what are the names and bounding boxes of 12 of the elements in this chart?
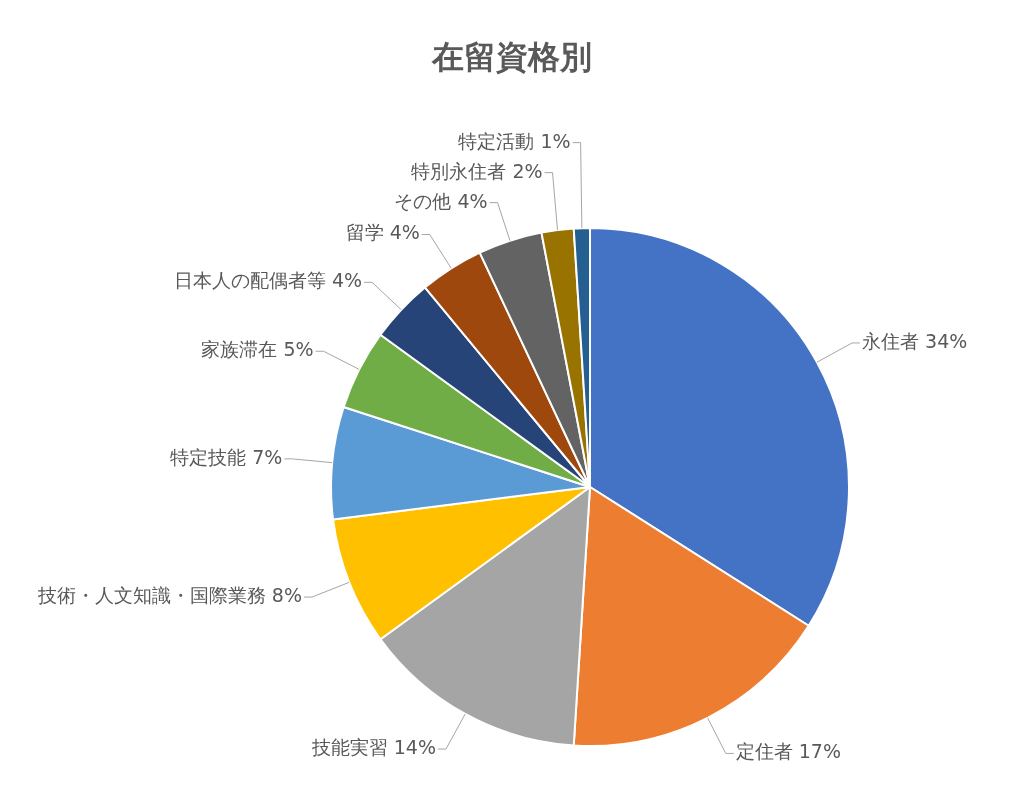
slice-label: 技能実習 14% [310,735,436,758]
slice-label: 特定活動 1% [458,129,571,152]
slice-label: 特定技能 7% [170,445,283,468]
slice-label: 永住者 34% [862,329,968,352]
slice-label: 定住者 17% [735,740,842,763]
slice-label: 技術・人文知識・国際業務 8% [36,584,302,607]
slice-label: 特別永住者 2% [411,159,543,182]
slice-label: 留学 4% [345,221,420,244]
slice-label: 家族滞在 5% [201,338,314,361]
slice-label: その他 4% [394,189,488,212]
slice-label: 日本人の配偶者等 4% [173,269,363,292]
chart-title: 在留資格別 [431,37,593,78]
